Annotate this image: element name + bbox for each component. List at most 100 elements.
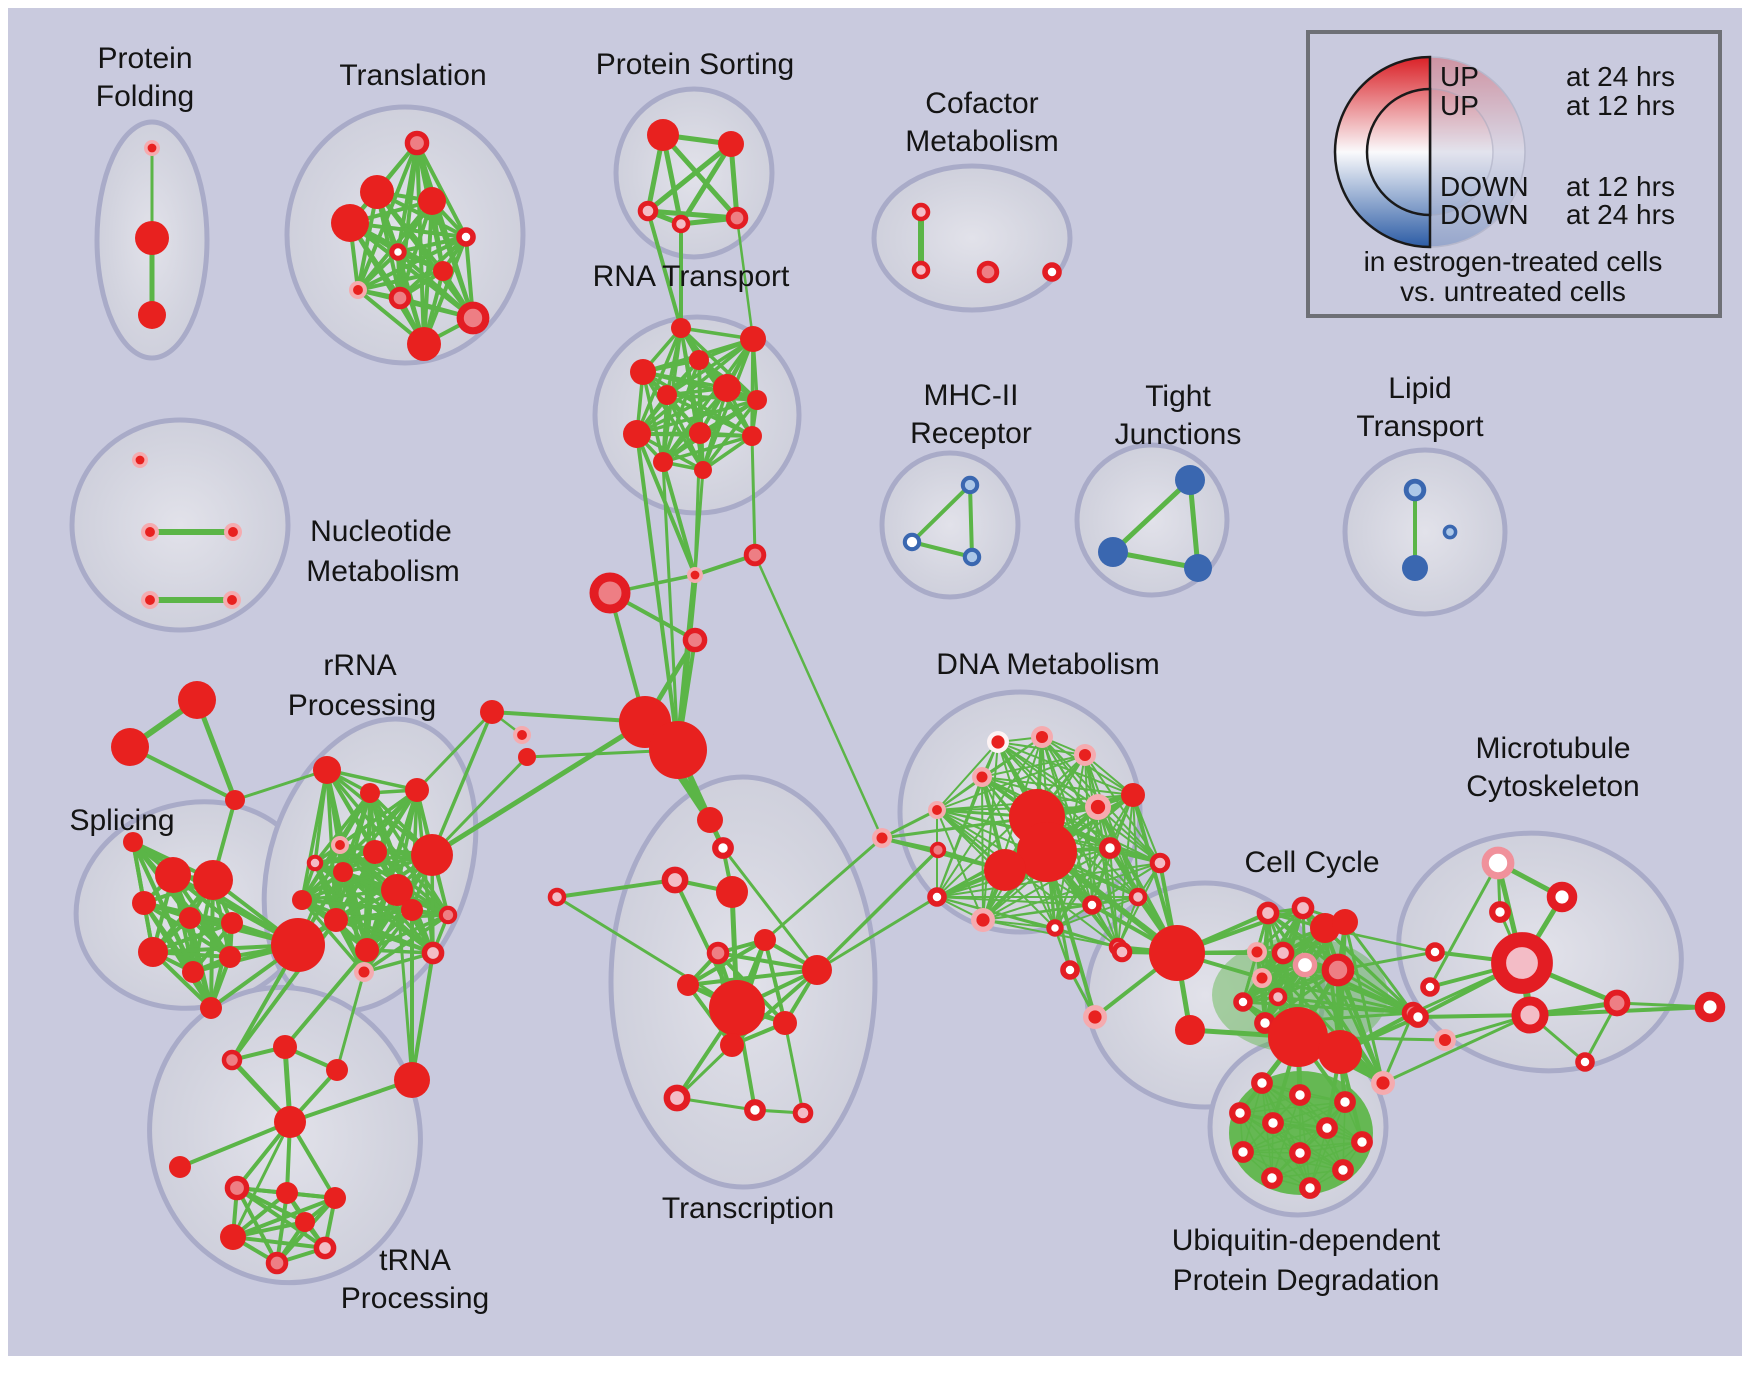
network-node-h xyxy=(224,523,242,541)
legend-wheel-left-half xyxy=(1365,87,1432,217)
network-node-h xyxy=(872,828,892,848)
network-edge xyxy=(128,745,237,802)
network-node-w xyxy=(1332,1159,1354,1181)
network-edge xyxy=(233,768,329,802)
cluster-label: Cytoskeleton xyxy=(1466,770,1639,803)
network-edge xyxy=(348,221,468,239)
network-node-r xyxy=(802,955,832,985)
network-edge xyxy=(1242,1127,1328,1153)
network-node-r xyxy=(671,318,691,338)
network-node-k xyxy=(1603,989,1631,1017)
network-node-w xyxy=(1489,901,1511,923)
network-edge xyxy=(735,216,755,341)
cluster-label: Microtubule xyxy=(1475,732,1630,765)
legend-caption: in estrogen-treated cells xyxy=(1364,246,1663,277)
cluster-label: DNA Metabolism xyxy=(936,648,1159,681)
network-edge xyxy=(678,141,734,227)
network-node-p xyxy=(1128,887,1148,907)
cluster-ellipse-mhc-ii-receptor xyxy=(879,450,1021,600)
network-edge xyxy=(1239,1112,1344,1171)
network-node-r xyxy=(331,204,369,242)
network-node-w xyxy=(1420,977,1440,997)
cluster-ellipse-cofactor-metabolism xyxy=(871,163,1073,313)
network-node-k xyxy=(589,572,631,614)
network-node-r xyxy=(418,187,446,215)
network-node-c xyxy=(960,475,980,495)
network-node-h xyxy=(144,140,160,156)
network-node-r xyxy=(984,849,1026,891)
network-node-r xyxy=(292,890,312,910)
network-edge xyxy=(936,896,1093,906)
network-edge xyxy=(1261,1082,1328,1129)
network-edge xyxy=(335,970,366,1072)
network-node-p xyxy=(1256,901,1280,925)
network-node-r xyxy=(276,1182,298,1204)
network-node-h xyxy=(1085,794,1111,820)
network-node-w xyxy=(1233,992,1253,1012)
network-edge xyxy=(1054,927,1119,948)
network-node-h xyxy=(687,567,703,583)
network-node-w xyxy=(1334,1091,1356,1113)
network-node-k xyxy=(388,286,412,310)
network-node-r xyxy=(747,390,767,410)
network-node-r xyxy=(411,834,453,876)
network-edge xyxy=(1323,926,1415,1015)
network-edge xyxy=(982,862,1161,921)
network-node-k xyxy=(438,905,458,925)
network-edge xyxy=(231,1120,292,1239)
cluster-label: Cell Cycle xyxy=(1244,846,1379,879)
network-node-p xyxy=(671,214,691,234)
network-edge xyxy=(686,968,819,987)
network-node-b xyxy=(1098,537,1128,567)
network-node-p xyxy=(663,1084,691,1112)
network-edge xyxy=(429,719,648,858)
network-node-r xyxy=(111,728,149,766)
network-node-r xyxy=(200,997,222,1019)
network-node-w xyxy=(712,837,734,859)
cluster-label: Protein Degradation xyxy=(1173,1264,1440,1297)
network-node-w xyxy=(1316,1117,1338,1139)
network-edge xyxy=(356,250,400,292)
cluster-label: Junctions xyxy=(1115,418,1242,451)
network-edge xyxy=(131,840,232,959)
network-node-q xyxy=(1292,952,1318,978)
network-node-r xyxy=(653,452,673,472)
network-node-w xyxy=(1232,1141,1254,1163)
network-node-k xyxy=(725,206,749,230)
network-node-H xyxy=(987,731,1009,753)
network-node-w xyxy=(744,1099,766,1121)
network-edge xyxy=(936,754,1086,811)
network-node-h xyxy=(349,281,367,299)
network-node-p xyxy=(313,1236,337,1260)
network-node-C xyxy=(902,532,922,552)
network-edge xyxy=(422,235,468,346)
cluster-label: Splicing xyxy=(69,804,174,837)
network-edge xyxy=(661,434,754,464)
cluster-label: Metabolism xyxy=(306,555,459,588)
network-node-r xyxy=(773,1011,797,1035)
network-node-r xyxy=(355,938,379,962)
network-node-k xyxy=(743,543,767,567)
network-edge xyxy=(635,432,680,752)
network-edge xyxy=(410,951,435,1082)
network-node-h xyxy=(141,523,159,541)
network-edge xyxy=(661,460,697,577)
cluster-label: Protein Sorting xyxy=(596,48,794,81)
network-node-r xyxy=(360,783,380,803)
cluster-ellipse-nucleotide-metabolism xyxy=(69,417,291,633)
network-edge xyxy=(1097,806,1119,948)
network-edge xyxy=(763,836,884,942)
network-node-w xyxy=(1229,1102,1251,1124)
network-edge xyxy=(753,553,884,840)
network-edge xyxy=(365,913,450,952)
network-node-r xyxy=(720,1033,744,1057)
network-node-r xyxy=(221,912,243,934)
network-edge xyxy=(815,848,940,972)
legend-caption: vs. untreated cells xyxy=(1400,276,1626,307)
network-node-r xyxy=(225,790,245,810)
network-node-p xyxy=(792,1102,814,1124)
legend-row-direction: UP xyxy=(1440,90,1479,121)
network-edge xyxy=(231,1235,327,1250)
network-node-r xyxy=(709,980,765,1036)
